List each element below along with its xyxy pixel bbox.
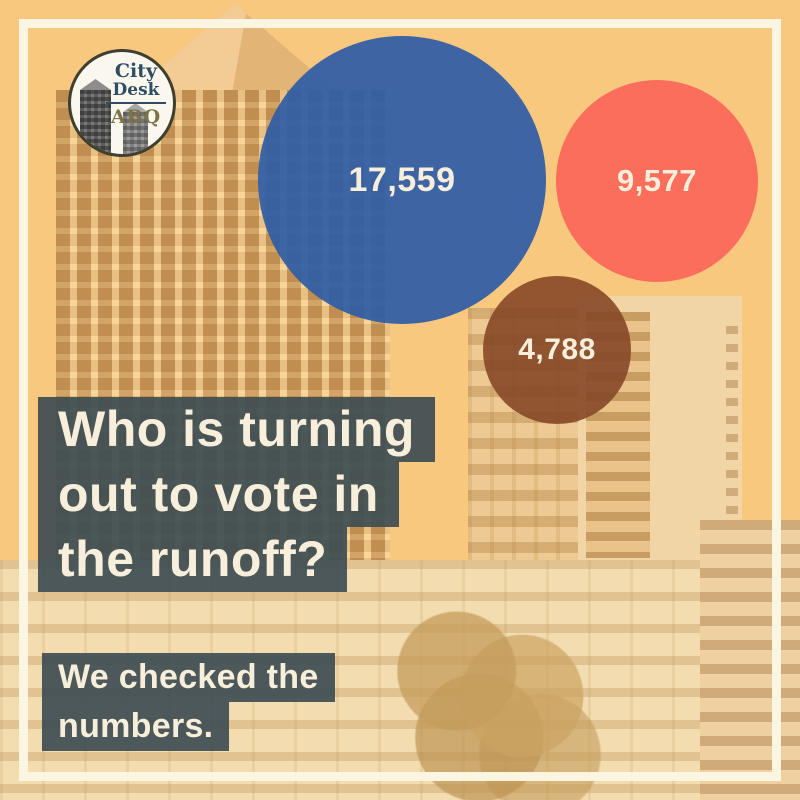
headline: Who is turning out to vote in the runoff… xyxy=(38,397,435,592)
logo-text: City Desk ABQ xyxy=(104,61,168,127)
right-lowrise-building xyxy=(700,520,800,800)
logo-word-city: City xyxy=(114,60,158,82)
bubble-value-2-label: 9,577 xyxy=(616,163,698,198)
citydesk-abq-logo: City Desk ABQ xyxy=(68,49,176,157)
headline-line-2: out to vote in xyxy=(38,462,399,527)
tree-silhouette xyxy=(378,592,603,800)
headline-line-3: the runoff? xyxy=(38,527,348,592)
headline-line-1: Who is turning xyxy=(38,397,435,462)
bubble-value-3: 4,788 xyxy=(483,276,631,424)
subheadline-line-1: We checked the xyxy=(42,653,335,702)
subheadline-line-2: numbers. xyxy=(42,702,230,751)
logo-word-desk: Desk xyxy=(112,80,160,100)
bubble-value-3-label: 4,788 xyxy=(518,333,596,366)
subheadline: We checked the numbers. xyxy=(42,653,335,751)
logo-building-left-icon xyxy=(80,90,111,154)
logo-building-right-icon xyxy=(123,112,148,154)
bubble-value-2: 9,577 xyxy=(556,80,758,282)
right-tower-edge xyxy=(726,326,738,556)
bubble-value-1-label: 17,559 xyxy=(348,160,456,199)
logo-divider xyxy=(106,102,166,104)
bubble-value-1: 17,559 xyxy=(258,36,546,324)
logo-word-abq: ABQ xyxy=(110,106,162,128)
